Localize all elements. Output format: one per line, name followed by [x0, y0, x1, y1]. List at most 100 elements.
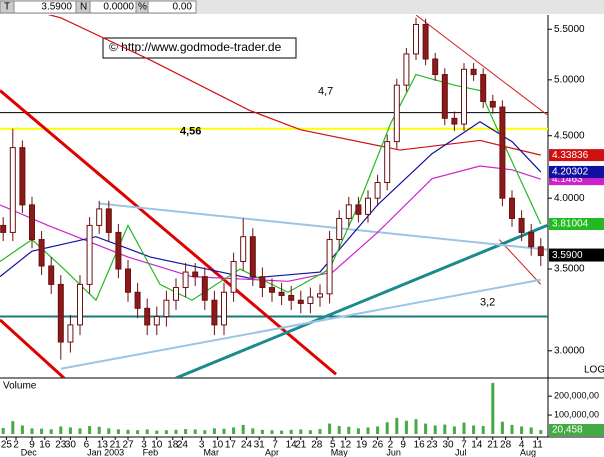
volume-bar: [443, 424, 447, 434]
candle-body: [307, 296, 314, 304]
month-label: Apr: [265, 447, 279, 457]
x-tick-label: 24: [241, 440, 253, 451]
candle-body: [163, 299, 170, 318]
x-tick-label: 3: [199, 440, 205, 451]
volume-last-label: 20,458: [552, 425, 583, 436]
value-box-label: 4.20302: [552, 167, 589, 178]
header-label: N: [80, 2, 87, 13]
candle-body: [422, 23, 429, 60]
header-value: 0.00: [173, 2, 193, 13]
candle-body: [249, 236, 256, 278]
candle-body: [326, 239, 333, 295]
volume-bar: [30, 428, 34, 434]
candle-body: [441, 74, 448, 119]
x-tick-label: 21: [487, 440, 499, 451]
x-tick-label: 2: [388, 440, 394, 451]
volume-bar: [376, 426, 380, 434]
x-tick-label: 30: [65, 440, 77, 451]
x-tick-label: 21: [295, 440, 307, 451]
volume-bar: [299, 429, 303, 434]
volume-bar: [212, 428, 216, 434]
volume-last-box: [549, 424, 604, 436]
x-tick-label: 3: [141, 440, 147, 451]
candle-body: [345, 204, 352, 219]
x-tick-label: 13: [97, 440, 109, 451]
y-tick-label: 5.5000: [554, 24, 585, 35]
header-value: 3.5900: [41, 2, 72, 13]
volume-bar: [97, 426, 101, 434]
candle-body: [537, 246, 544, 257]
annotation: 4,56: [180, 126, 201, 138]
candle-body: [29, 204, 35, 241]
volume-bar: [78, 428, 82, 434]
volume-bar: [184, 429, 188, 434]
month-label: Dec: [21, 447, 38, 457]
volume-bar: [174, 429, 178, 434]
candle-body: [105, 208, 112, 233]
value-box-label: 4.33836: [552, 150, 589, 161]
volume-tick-label: 100,000,00: [554, 409, 599, 419]
moving-average: [0, 121, 542, 279]
watermark: © http://www.godmode-trader.de: [109, 40, 282, 54]
x-tick-label: 21: [110, 440, 122, 451]
volume-bar: [481, 426, 485, 434]
volume-bar: [289, 429, 293, 434]
candle-body: [413, 23, 419, 55]
candle-body: [48, 265, 55, 285]
volume-bar: [520, 426, 524, 434]
candle-body: [125, 268, 131, 293]
candle-body: [499, 106, 506, 199]
volume-bar: [222, 428, 226, 434]
y-tick-label: 5.0000: [554, 74, 585, 85]
value-box: [549, 218, 604, 231]
trend-line: [99, 202, 548, 251]
candle-body: [77, 283, 83, 326]
candle-body: [86, 224, 93, 285]
header-label: %: [138, 2, 147, 13]
x-tick-label: 9: [400, 440, 406, 451]
x-tick-label: 30: [442, 440, 454, 451]
volume-bar: [385, 422, 389, 434]
x-tick-label: 17: [225, 440, 237, 451]
volume-bar: [529, 427, 533, 434]
scale-label: LOG: [584, 365, 604, 376]
volume-bar: [88, 426, 92, 434]
volume-bar: [404, 420, 408, 434]
candle-body: [374, 182, 381, 199]
x-tick-label: 14: [471, 440, 483, 451]
volume-bar: [136, 430, 140, 434]
candle-body: [365, 197, 371, 215]
x-tick-label: 25: [1, 440, 13, 451]
volume-tick-label: 200,000,00: [554, 391, 599, 401]
volume-bar: [308, 430, 312, 434]
trend-line: [175, 224, 548, 378]
volume-bar: [40, 428, 44, 434]
candle-body: [518, 217, 525, 233]
candle-body: [96, 208, 103, 226]
volume-bar: [20, 425, 24, 434]
volume-bar: [145, 429, 149, 434]
candle-body: [269, 287, 275, 293]
volume-bar: [395, 417, 399, 434]
plot-area: [0, 15, 548, 378]
volume-bar: [356, 428, 360, 434]
candle-body: [278, 291, 285, 296]
candle-body: [403, 53, 410, 86]
volume-bar: [337, 426, 341, 434]
x-tick-label: 7: [461, 440, 467, 451]
candle-body: [393, 84, 400, 143]
candle-body: [384, 141, 391, 184]
x-tick-label: 16: [414, 440, 426, 451]
candle-body: [240, 236, 247, 263]
candle-body: [57, 283, 64, 343]
candle-body: [461, 68, 467, 125]
candle-body: [317, 293, 323, 298]
y-tick-label: 3.0000: [554, 345, 585, 356]
volume-bar: [539, 430, 543, 434]
x-tick-label: 23: [426, 440, 438, 451]
header-cell: [147, 0, 197, 14]
volume-bar: [510, 424, 514, 434]
candle-body: [355, 204, 362, 215]
candle-body: [288, 294, 295, 301]
candle-body: [19, 147, 26, 206]
